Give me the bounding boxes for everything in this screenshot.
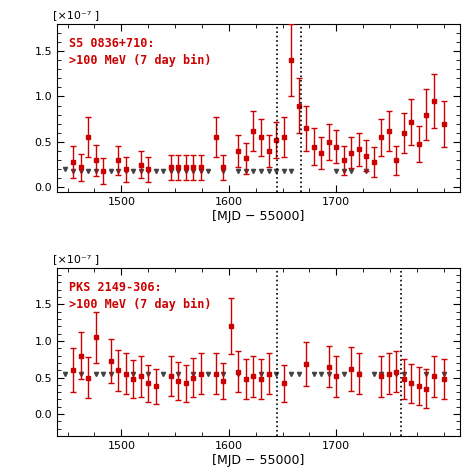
Text: S5 0836+710:
>100 MeV (7 day bin): S5 0836+710: >100 MeV (7 day bin) [69,37,211,67]
X-axis label: [MJD − 55000]: [MJD − 55000] [212,454,304,467]
Text: [×10⁻⁷ ]: [×10⁻⁷ ] [53,255,99,264]
Text: [×10⁻⁷ ]: [×10⁻⁷ ] [53,10,99,20]
X-axis label: [MJD − 55000]: [MJD − 55000] [212,210,304,223]
Text: PKS 2149-306:
>100 MeV (7 day bin): PKS 2149-306: >100 MeV (7 day bin) [69,281,211,311]
